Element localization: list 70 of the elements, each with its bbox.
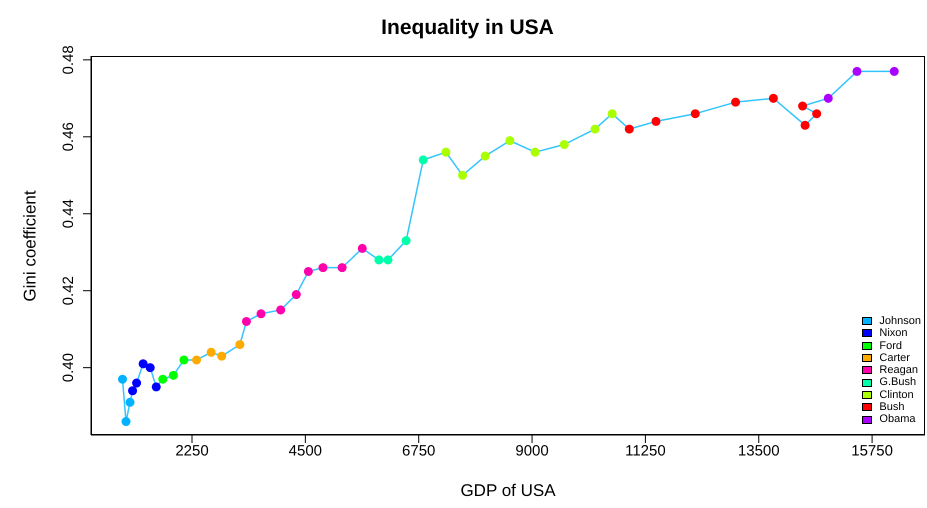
x-tick-label: 9000 [515, 442, 549, 460]
y-axis-title: Gini coefficient [21, 190, 41, 302]
point [560, 140, 569, 150]
point [304, 266, 313, 276]
legend-label: Johnson [879, 315, 921, 328]
point [731, 98, 740, 107]
point [890, 66, 899, 76]
point [138, 359, 148, 368]
y-tick-label: 0.42 [60, 276, 77, 306]
point [418, 155, 428, 164]
point [812, 109, 822, 118]
point [292, 290, 301, 300]
point [242, 316, 251, 326]
point [217, 352, 226, 361]
point [768, 94, 778, 103]
point [358, 244, 367, 253]
point [402, 236, 411, 246]
point [852, 66, 862, 76]
point [374, 255, 384, 264]
point [128, 386, 138, 396]
point [530, 148, 540, 157]
point [441, 148, 450, 157]
point [235, 340, 244, 350]
point [824, 94, 833, 103]
point [590, 124, 600, 134]
point [480, 152, 490, 161]
point [256, 309, 266, 318]
point [118, 374, 127, 384]
point [146, 363, 155, 372]
point [651, 116, 660, 126]
point [126, 398, 135, 407]
chart-title: Inequality in USA [380, 16, 555, 40]
x-tick-label: 11250 [625, 442, 666, 460]
legend-label: Bush [879, 401, 904, 414]
point [624, 124, 634, 134]
legend-label: Carter [879, 352, 910, 364]
point [276, 305, 286, 314]
point [338, 263, 347, 272]
legend-label: G.Bush [879, 376, 916, 389]
point [158, 374, 168, 384]
point [505, 136, 514, 146]
point [690, 109, 700, 118]
point [152, 382, 161, 392]
x-tick-label: 2250 [175, 442, 209, 460]
point [458, 170, 468, 180]
legend-label: Reagan [879, 364, 918, 376]
y-tick-label: 0.46 [60, 122, 77, 152]
point [132, 378, 142, 388]
point [800, 120, 810, 130]
point [179, 355, 188, 364]
legend-label: Ford [879, 340, 902, 352]
x-tick-label: 13500 [738, 442, 780, 460]
y-tick-label: 0.44 [60, 199, 77, 228]
y-tick-label: 0.48 [60, 45, 77, 74]
point [608, 109, 617, 118]
point [192, 355, 202, 364]
x-axis-title: GDP of USA [460, 481, 556, 500]
point [168, 370, 178, 380]
point [206, 348, 216, 357]
point [122, 417, 131, 426]
legend-label: Nixon [879, 327, 908, 340]
x-tick-label: 4500 [288, 442, 322, 460]
legend-label: Clinton [879, 388, 914, 402]
point [318, 263, 328, 272]
point [383, 255, 392, 264]
x-tick-label: 15750 [851, 442, 893, 460]
legend-label: Obama [879, 413, 916, 426]
point [798, 102, 808, 111]
y-tick-label: 0.40 [60, 353, 77, 382]
x-tick-label: 6750 [402, 442, 436, 460]
